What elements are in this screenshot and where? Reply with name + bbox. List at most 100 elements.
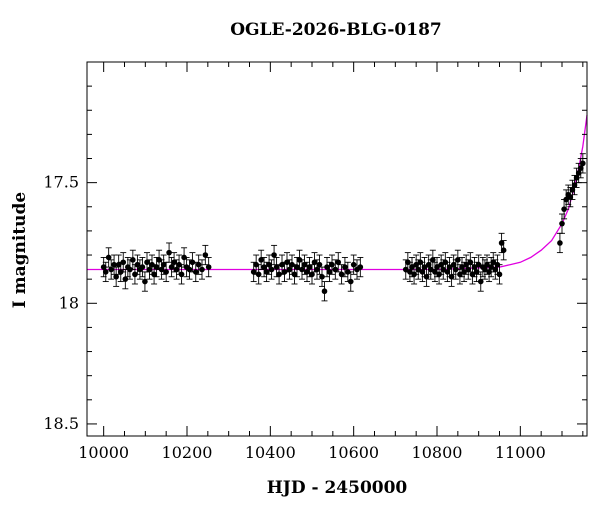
point-marker [492,266,499,273]
point-marker [573,175,580,181]
point-marker [471,264,478,270]
point-marker [329,261,335,268]
point-marker [271,252,277,258]
data-point [189,252,196,273]
point-marker [484,261,490,268]
point-marker [105,254,112,261]
point-marker [134,261,141,268]
point-marker [100,264,107,270]
data-point [319,266,325,287]
point-marker [144,259,150,266]
data-point [139,256,146,278]
point-marker [286,266,293,273]
point-marker [255,271,262,278]
point-marker [415,266,422,273]
point-marker [438,261,444,268]
data-point [113,266,120,287]
point-marker [335,259,342,266]
point-marker [120,259,127,266]
point-marker [139,264,146,270]
point-marker [350,261,357,268]
point-marker [160,261,167,268]
data-point [173,259,180,280]
x-tick-label: 10600 [328,443,379,462]
point-marker [434,264,440,270]
point-marker [186,266,193,273]
point-marker [423,273,430,280]
point-marker [130,257,136,263]
point-marker [569,187,576,193]
point-marker [189,259,196,266]
point-marker [461,269,467,275]
data-point [563,189,570,210]
point-marker [163,269,169,275]
data-point [286,259,293,280]
data-point [341,256,348,278]
x-tick-label: 10400 [245,443,296,462]
point-marker [419,269,426,275]
data-point [268,259,275,280]
point-marker [567,194,574,200]
data-point [579,153,586,174]
point-marker [559,220,565,227]
point-marker [173,266,180,273]
point-marker [409,264,415,270]
data-point [324,256,330,278]
point-marker [168,264,175,270]
point-marker [108,266,114,273]
point-marker [580,160,586,167]
data-point [202,244,209,266]
x-tick-label: 10200 [162,443,213,462]
point-marker [151,271,157,278]
point-marker [299,266,305,273]
data-point [316,254,323,275]
point-marker [496,271,503,278]
point-marker [432,269,438,275]
point-marker [490,259,497,266]
point-marker [455,257,461,263]
point-marker [577,165,584,171]
point-marker [448,273,455,280]
point-marker [407,269,413,275]
chart-title: OGLE-2026-BLG-0187 [230,20,442,40]
point-marker [563,196,569,203]
data-point [195,254,202,275]
data-point [350,254,357,275]
data-point [473,261,480,283]
data-point [134,254,141,275]
data-point [299,259,305,280]
point-marker [486,269,492,275]
point-marker [475,261,482,268]
point-marker [463,261,469,268]
data-point [250,261,257,283]
x-axis-label: HJD - 2450000 [266,478,408,498]
data-point [573,167,580,188]
data-point [477,271,484,292]
point-marker [178,271,185,278]
data-point [186,259,193,280]
point-marker [347,278,354,285]
tick-labels-layer: 10000 10200 10400 10600 10800 11000 17.5 18 18.5 [43,173,545,462]
point-marker [202,252,209,258]
axes-layer [86,61,588,437]
point-marker [146,266,153,273]
point-marker [500,247,507,254]
data-point [357,256,364,278]
data-point [166,242,173,263]
point-marker [273,264,280,270]
point-marker [166,249,172,256]
data-point [120,252,127,273]
point-marker [482,266,488,273]
point-marker [357,264,364,270]
data-point [146,259,153,280]
point-marker [309,271,315,278]
point-marker [316,261,323,268]
point-marker [122,276,129,282]
data-point [304,261,310,283]
data-point [261,256,268,278]
point-marker [268,266,275,273]
y-tick-label: 18 [59,293,79,312]
point-marker [158,266,165,273]
point-marker [402,266,409,273]
point-marker [171,259,177,266]
